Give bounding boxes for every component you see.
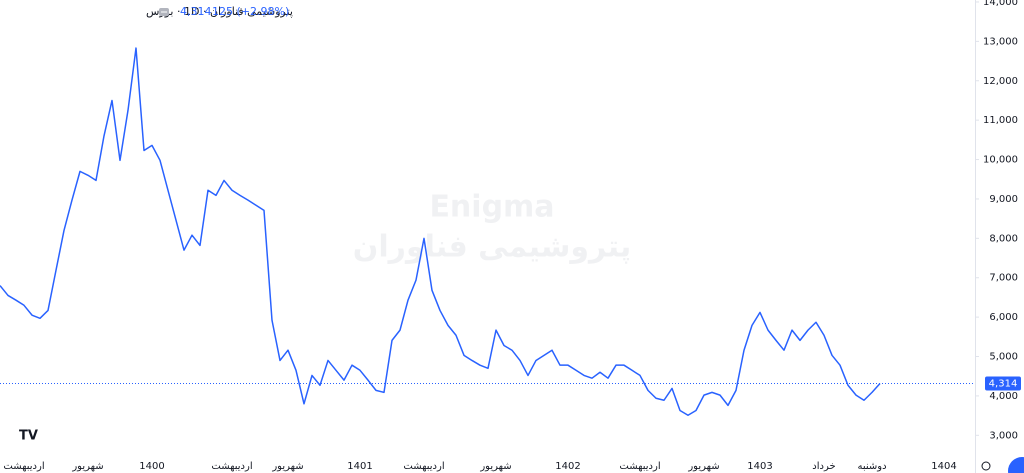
y-tick-label: 4,000 [989, 391, 1018, 402]
y-tick-label: 3,000 [989, 430, 1018, 441]
last-price-axis-label: 4,314 [989, 379, 1018, 390]
price-line [0, 47, 881, 416]
x-tick-label: شهریور [71, 461, 103, 472]
x-tick-label: اردیبهشت [211, 461, 252, 472]
y-tick-label: 6,000 [989, 312, 1018, 323]
y-tick-label: 10,000 [983, 155, 1018, 166]
y-tick-label: 5,000 [989, 352, 1018, 363]
watermark-symbol: پتروشیمی فناوران [353, 230, 631, 265]
y-tick-label: 11,000 [983, 115, 1018, 126]
help-button[interactable] [1008, 457, 1024, 473]
x-tick-label: شهریور [479, 461, 511, 472]
y-tick-label: 14,000 [983, 0, 1018, 8]
chart-title: پتروشیمی فناوران · 1D · بورس [146, 5, 293, 18]
price-change: 125 (+2.98%) [212, 5, 289, 18]
x-tick-label: اردیبهشت [403, 461, 444, 472]
x-tick-label: اردیبهشت [619, 461, 660, 472]
x-tick-label: 1404 [931, 461, 956, 472]
x-tick-label: 1401 [347, 461, 372, 472]
y-tick-label: 8,000 [989, 233, 1018, 244]
x-tick-label: اردیبهشت [3, 461, 44, 472]
x-tick-label: 1402 [555, 461, 580, 472]
tv-logo[interactable]: TV [19, 429, 38, 444]
x-tick-label: 1400 [139, 461, 164, 472]
x-tick-label: 1403 [747, 461, 772, 472]
last-price: 4,314 [180, 5, 212, 18]
tv-logo-text: TV [19, 429, 38, 444]
x-tick-label: شهریور [271, 461, 303, 472]
x-tick-label: دوشنبه [857, 461, 886, 472]
watermark: Enigma پتروشیمی فناوران [353, 190, 631, 265]
x-tick-label: شهریور [687, 461, 719, 472]
y-tick-label: 13,000 [983, 36, 1018, 47]
watermark-brand: Enigma [429, 190, 554, 225]
y-tick-label: 9,000 [989, 194, 1018, 205]
x-tick-label: خرداد [812, 461, 835, 472]
y-tick-label: 7,000 [989, 273, 1018, 284]
last-price-box [985, 376, 1021, 391]
y-tick-label: 12,000 [983, 76, 1018, 87]
settings-icon[interactable] [981, 461, 991, 471]
